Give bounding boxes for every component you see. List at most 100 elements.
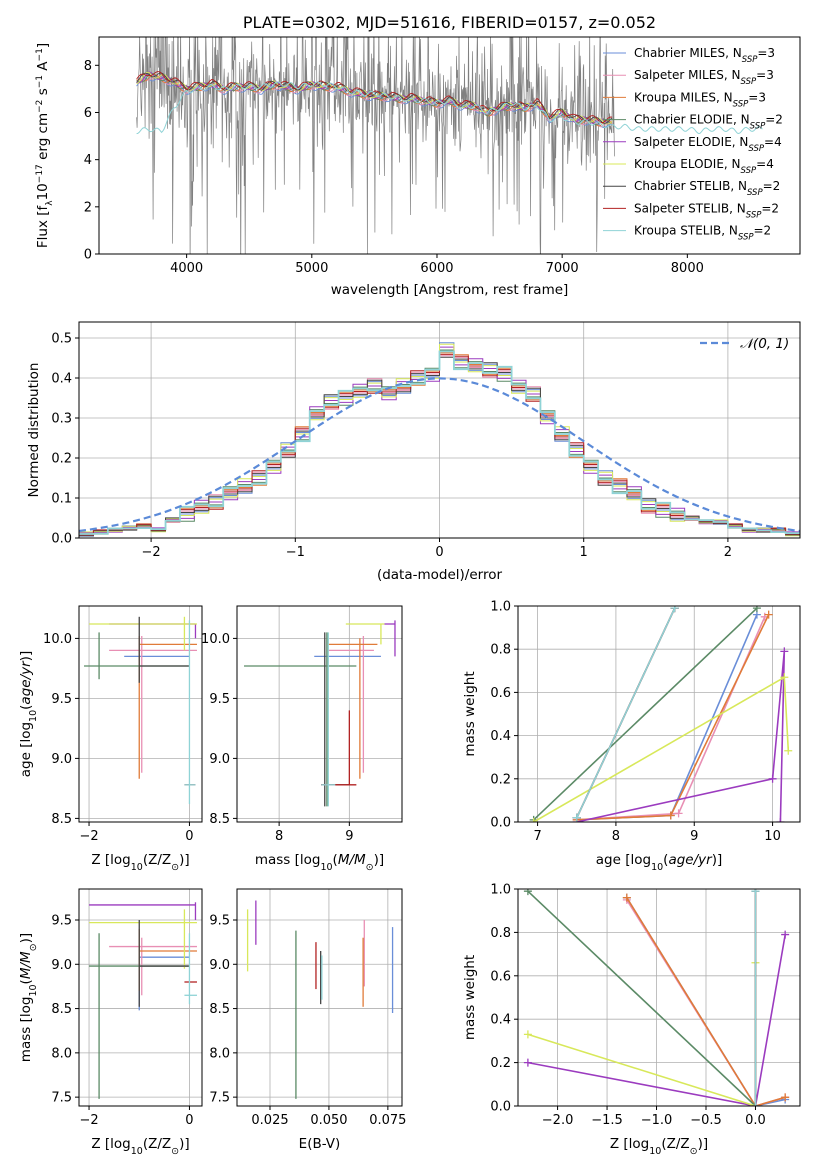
y-tick-label: 8.5 <box>51 812 72 827</box>
point-marker-kroupa_miles <box>781 1093 790 1102</box>
plot-area <box>136 37 763 254</box>
y-tick-label: 0.4 <box>51 372 72 387</box>
legend-label: Kroupa MILES, NSSP=3 <box>634 90 766 109</box>
y-tick-label: 0.4 <box>490 1013 511 1028</box>
y-tick-label: 9.5 <box>51 914 72 929</box>
axes-frame <box>78 605 203 823</box>
legend-label: Kroupa STELIB, NSSP=2 <box>634 224 771 243</box>
legend-label: Chabrier ELODIE, NSSP=2 <box>634 113 783 132</box>
axes-age_vs_Z: −2 0 8.5 9.0 9.5 10.0 Z [log10(Z/Z⊙)] age [log1… <box>18 605 203 873</box>
y-tick-label: 8.0 <box>51 1046 72 1061</box>
plot-area <box>518 889 800 1106</box>
x-tick-label: 7 <box>533 829 541 844</box>
y-tick-label: 6 <box>84 106 92 121</box>
y-tick-label: 9.5 <box>209 914 230 929</box>
y-tick-label: 8.5 <box>209 812 230 827</box>
axes-mass_vs_Z: −2 0 7.5 8.0 8.5 9.0 9.5 Z [log10(Z/Z⊙)] mass [l… <box>18 888 203 1157</box>
series-line-salpeter_elodie <box>527 934 786 1106</box>
axes-frame <box>78 888 203 1107</box>
y-axis-label: Flux [fλ10−17 erg cm−2 s−1 A−1] <box>35 43 55 248</box>
axes-mass_vs_ebv: 0.025 0.050 0.075 7.5 8.0 8.5 9.0 9.5 E(B-V) <box>209 888 406 1152</box>
y-axis-label: mass weight <box>462 955 478 1040</box>
plot-area <box>79 322 800 538</box>
axes-weight_vs_age: 7 8 9 10 0.0 0.2 0.4 0.6 0.8 1.0 age [log10(age/yr… <box>462 600 801 873</box>
y-tick-label: 9.5 <box>209 692 230 707</box>
x-tick-label: 9 <box>690 829 698 844</box>
x-tick-label: 0.050 <box>310 1113 347 1128</box>
point-marker-salpeter_elodie <box>523 1058 532 1067</box>
series-line-salpeter_elodie <box>576 651 786 822</box>
axes-spectrum: 4000 5000 6000 7000 8000 0 2 4 6 8 PLATE=0302, MJD… <box>35 13 801 298</box>
point-marker-kroupa_stelib <box>572 813 581 822</box>
point-marker-kroupa_elodie <box>523 1030 532 1039</box>
x-tick-label: 0.075 <box>369 1113 406 1128</box>
point-marker-kroupa_miles <box>666 811 675 820</box>
plot-area <box>237 606 402 822</box>
axes-frame <box>236 605 403 823</box>
point-marker-kroupa_stelib <box>751 889 760 896</box>
x-tick-label: −2.0 <box>542 1113 574 1128</box>
y-tick-label: 0.2 <box>51 452 72 467</box>
legend-label: Chabrier STELIB, NSSP=2 <box>634 179 780 198</box>
x-axis-label: (data-model)/error <box>377 567 503 583</box>
x-tick-label: −0.5 <box>690 1113 722 1128</box>
x-tick-label: −2 <box>142 545 161 560</box>
normal-curve <box>79 377 800 533</box>
x-tick-label: 0.025 <box>251 1113 288 1128</box>
y-axis-label: mass weight <box>462 671 478 756</box>
x-tick-label: 8 <box>275 829 283 844</box>
axes-frame <box>236 888 403 1107</box>
y-tick-label: 0.8 <box>490 643 511 658</box>
series-line-chabrier_elodie <box>533 607 758 821</box>
hist-kroupa_stelib <box>79 350 800 535</box>
y-tick-label: 9.0 <box>209 752 230 767</box>
legend-label: Chabrier MILES, NSSP=3 <box>634 46 775 65</box>
y-axis-label: age [log10(age/yr)] <box>18 651 39 777</box>
point-marker-kroupa_elodie <box>784 746 793 755</box>
x-tick-label: 6000 <box>420 261 453 276</box>
series-line-kroupa_stelib <box>576 607 676 819</box>
plot-area <box>237 889 402 1106</box>
model-line-salpeter_stelib <box>136 71 613 124</box>
spectrum-data-line <box>136 37 616 254</box>
axes-residuals: −2 −1 0 1 2 0.0 0.1 0.2 0.3 0.4 0.5 (data-model)/er… <box>26 321 801 583</box>
series-line-chabrier_elodie <box>527 890 757 1106</box>
y-tick-label: 10.0 <box>201 632 230 647</box>
point-marker-kroupa_stelib <box>670 606 679 613</box>
x-tick-label: 0 <box>185 829 193 844</box>
x-tick-label: 1 <box>580 545 588 560</box>
y-tick-label: 1.0 <box>490 600 511 615</box>
point-marker-chabrier_elodie <box>752 606 761 613</box>
axes-weight_vs_Z: −2.0 −1.5 −1.0 −0.5 0.0 0.0 0.2 0.4 0.6 0.8 1.0 Z [… <box>462 883 801 1157</box>
x-axis-label: Z [log10(Z/Z⊙)] <box>91 1136 189 1157</box>
y-tick-label: 2 <box>84 200 92 215</box>
x-tick-label: 2 <box>724 545 732 560</box>
x-tick-label: 0 <box>185 1113 193 1128</box>
y-tick-label: 0.8 <box>490 926 511 941</box>
y-tick-label: 9.0 <box>51 752 72 767</box>
x-tick-label: 0 <box>435 545 443 560</box>
x-tick-label: −2 <box>79 829 98 844</box>
x-tick-label: −1.0 <box>641 1113 673 1128</box>
x-tick-label: 8 <box>612 829 620 844</box>
x-axis-label: age [log10(age/yr)] <box>596 852 722 873</box>
x-axis-label: Z [log10(Z/Z⊙)] <box>610 1136 708 1157</box>
legend-label: Salpeter MILES, NSSP=3 <box>634 68 774 87</box>
y-tick-label: 7.5 <box>51 1091 72 1106</box>
point-marker-salpeter_miles <box>674 809 683 818</box>
axes-frame <box>517 605 801 823</box>
x-tick-label: −2 <box>79 1113 98 1128</box>
plot-area <box>518 606 800 822</box>
x-axis-label: Z [log10(Z/Z⊙)] <box>91 852 189 873</box>
legend-label: Kroupa ELODIE, NSSP=4 <box>634 157 774 176</box>
point-marker-kroupa_elodie <box>529 818 538 822</box>
point-marker-salpeter_elodie <box>780 647 789 656</box>
point-marker-kroupa_stelib <box>751 1102 760 1106</box>
y-tick-label: 1.0 <box>490 883 511 898</box>
legend-label: 𝒩(0, 1) <box>740 336 789 352</box>
x-tick-label: −1 <box>286 545 305 560</box>
series-line-kroupa_miles <box>576 614 770 821</box>
axes-frame <box>517 888 801 1107</box>
y-tick-label: 0.0 <box>490 816 511 831</box>
